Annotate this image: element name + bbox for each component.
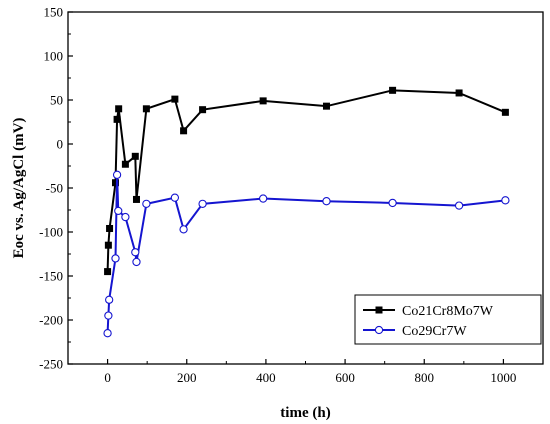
- data-point: [142, 199, 151, 208]
- data-point: [131, 152, 139, 160]
- data-point: [388, 198, 397, 208]
- data-point: [170, 193, 180, 202]
- data-point: [121, 212, 130, 222]
- x-tick-label: 1000: [490, 370, 516, 385]
- y-tick-label: -100: [39, 225, 63, 240]
- legend-label: Co21Cr8Mo7W: [402, 304, 494, 319]
- y-tick-label: -250: [39, 357, 63, 372]
- data-point: [142, 105, 150, 113]
- data-point: [132, 257, 141, 267]
- x-axis-ticks: 0 200 400 600 800 1000: [67, 359, 544, 385]
- y-tick-label: 150: [44, 5, 64, 20]
- data-point: [322, 197, 331, 206]
- data-point: [259, 97, 267, 105]
- series-1: [104, 86, 509, 276]
- x-tick-label: 800: [415, 370, 435, 385]
- data-point: [104, 311, 113, 320]
- series-line: [106, 174, 506, 334]
- data-point: [199, 106, 207, 114]
- series-2: [103, 170, 510, 338]
- series-layer: [103, 86, 510, 338]
- legend: Co21Cr8Mo7W Co29Cr7W: [354, 294, 542, 345]
- data-point: [111, 254, 120, 263]
- series-line: [106, 89, 506, 272]
- legend-marker: [375, 306, 383, 314]
- legend-box: [354, 294, 542, 345]
- data-point: [105, 295, 114, 304]
- x-tick-label: 400: [256, 370, 276, 385]
- data-point: [115, 105, 123, 113]
- y-tick-label: -50: [46, 181, 63, 196]
- data-point: [454, 201, 464, 210]
- data-point: [131, 248, 140, 257]
- data-point: [103, 329, 112, 338]
- legend-item: Co21Cr8Mo7W: [363, 304, 494, 319]
- x-axis-title: time (h): [280, 405, 330, 421]
- y-axis-ticks: -250 -200 -150 -100 -50 0 50 100 150: [39, 5, 73, 372]
- y-tick-label: -150: [39, 269, 63, 284]
- data-point: [501, 108, 509, 116]
- legend-item: Co29Cr7W: [363, 324, 467, 339]
- y-tick-label: -200: [39, 313, 63, 328]
- y-tick-label: 100: [44, 49, 64, 64]
- data-point: [258, 194, 268, 203]
- x-tick-label: 600: [335, 370, 355, 385]
- y-tick-label: 0: [57, 137, 64, 152]
- legend-label: Co29Cr7W: [402, 324, 467, 339]
- data-point: [106, 224, 114, 232]
- x-tick-label: 0: [104, 370, 111, 385]
- data-point: [112, 170, 122, 179]
- x-tick-label: 200: [177, 370, 197, 385]
- data-point: [322, 102, 330, 110]
- data-point: [198, 199, 207, 208]
- data-point: [121, 160, 129, 168]
- data-point: [180, 127, 188, 135]
- data-point: [501, 196, 510, 205]
- y-axis-title: Eoc vs. Ag/AgCl (mV): [11, 118, 27, 259]
- legend-marker: [374, 325, 384, 335]
- data-point: [389, 86, 397, 94]
- data-point: [113, 115, 121, 123]
- data-point: [104, 241, 112, 249]
- y-tick-label: 50: [50, 93, 63, 108]
- data-point: [455, 89, 463, 97]
- data-point: [179, 225, 188, 234]
- data-point: [171, 95, 179, 103]
- data-point: [132, 195, 140, 203]
- data-point: [114, 206, 123, 216]
- data-point: [112, 179, 119, 187]
- data-point: [104, 268, 112, 276]
